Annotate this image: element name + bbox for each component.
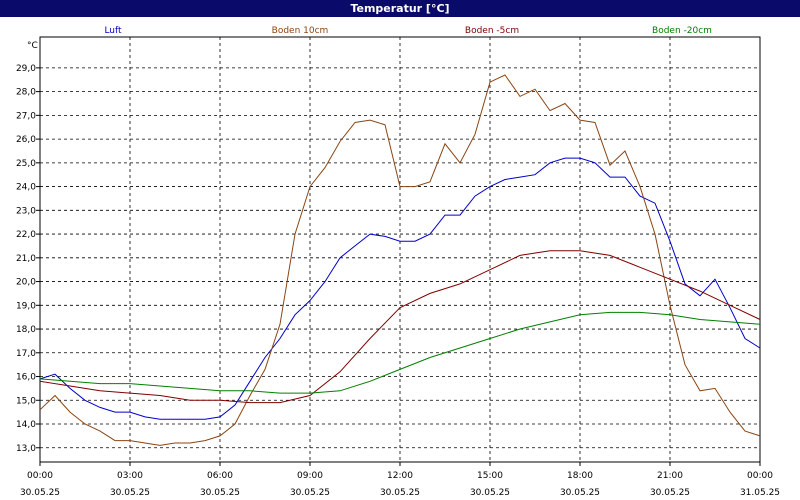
y-tick-label: 27,0 bbox=[16, 111, 36, 121]
y-tick-label: 22,0 bbox=[16, 230, 36, 240]
series-group bbox=[39, 74, 761, 446]
x-tick-time: 15:00 bbox=[477, 471, 503, 481]
y-tick-label: 14,0 bbox=[16, 420, 36, 430]
x-tick-date: 30.05.25 bbox=[650, 488, 690, 498]
y-tick-label: 16,0 bbox=[16, 373, 36, 383]
legend-entry: Boden -5cm bbox=[465, 26, 519, 36]
x-tick-time: 00:00 bbox=[747, 471, 773, 481]
y-tick-label: 28,0 bbox=[16, 88, 36, 98]
y-tick-label: 23,0 bbox=[16, 206, 36, 216]
series-line-4 bbox=[39, 311, 761, 394]
y-tick-label: 17,0 bbox=[16, 349, 36, 359]
x-tick-time: 09:00 bbox=[297, 471, 323, 481]
x-tick-date: 30.05.25 bbox=[560, 488, 600, 498]
y-axis-unit: °C bbox=[27, 41, 38, 51]
series-line-3 bbox=[39, 250, 761, 404]
x-tick-date: 31.05.25 bbox=[740, 488, 780, 498]
x-tick-time: 18:00 bbox=[567, 471, 593, 481]
grid-lines bbox=[40, 37, 760, 462]
y-tick-label: 21,0 bbox=[16, 254, 36, 264]
x-tick-date: 30.05.25 bbox=[290, 488, 330, 498]
x-tick-date: 30.05.25 bbox=[110, 488, 150, 498]
x-tick-time: 12:00 bbox=[387, 471, 413, 481]
y-tick-label: 29,0 bbox=[16, 64, 36, 74]
y-tick-label: 19,0 bbox=[16, 301, 36, 311]
y-tick-label: 15,0 bbox=[16, 396, 36, 406]
y-axis-ticks: 13,0 14,0 15,0 16,0 17,0 18,0 19,0 20,0 21,0 22,0… bbox=[16, 64, 40, 454]
x-tick-time: 03:00 bbox=[117, 471, 143, 481]
series-line-2 bbox=[39, 74, 761, 446]
y-tick-label: 25,0 bbox=[16, 159, 36, 169]
y-tick-label: 18,0 bbox=[16, 325, 36, 335]
window-title: Temperatur [°C] bbox=[0, 0, 800, 17]
y-tick-label: 26,0 bbox=[16, 135, 36, 145]
x-tick-date: 30.05.25 bbox=[380, 488, 420, 498]
series-line-1 bbox=[39, 157, 761, 420]
legend-entry: Luft bbox=[104, 26, 122, 36]
x-axis-ticks: 00:00 30.05.25 03:00 30.05.25 06:00 30.05.25 0… bbox=[20, 462, 780, 498]
temperature-chart: 13,0 14,0 15,0 16,0 17,0 18,0 19,0 20,0 21,0 22,0… bbox=[16, 26, 780, 498]
legend-entry: Boden 10cm bbox=[272, 26, 329, 36]
legend: Luft Boden 10cm Boden -5cm Boden -20cm bbox=[104, 26, 712, 36]
y-tick-label: 13,0 bbox=[16, 444, 36, 454]
legend-entry: Boden -20cm bbox=[652, 26, 712, 36]
x-tick-time: 06:00 bbox=[207, 471, 233, 481]
y-tick-label: 24,0 bbox=[16, 183, 36, 193]
y-tick-label: 20,0 bbox=[16, 278, 36, 288]
x-tick-date: 30.05.25 bbox=[470, 488, 510, 498]
x-tick-time: 00:00 bbox=[27, 471, 53, 481]
x-tick-date: 30.05.25 bbox=[20, 488, 60, 498]
x-tick-time: 21:00 bbox=[657, 471, 683, 481]
x-tick-date: 30.05.25 bbox=[200, 488, 240, 498]
